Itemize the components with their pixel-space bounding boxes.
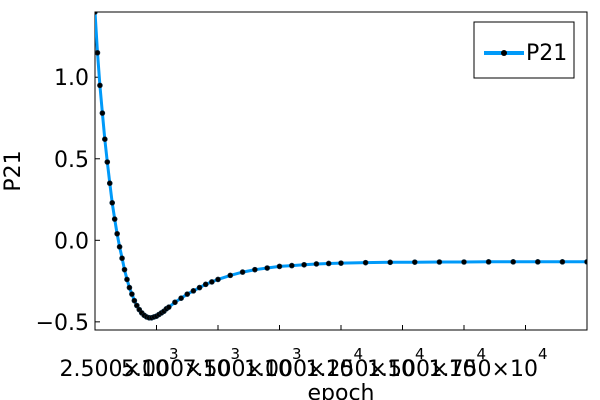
data-point (131, 297, 138, 304)
y-tick-label: 0.0 (54, 229, 89, 254)
data-point (436, 259, 443, 265)
data-point (95, 49, 101, 56)
x-tick-label: 7.500×103 (183, 345, 302, 382)
data-point (288, 262, 295, 269)
data-point (239, 269, 246, 275)
data-point (411, 259, 418, 265)
legend-label: P21 (526, 41, 567, 66)
legend-box (473, 21, 575, 79)
data-point (338, 260, 344, 266)
x-tick-label: 1.250×104 (306, 345, 425, 382)
y-tick-label: −0.5 (36, 311, 89, 336)
data-point (104, 159, 111, 165)
data-point (534, 259, 541, 265)
data-point (202, 281, 209, 288)
data-point (485, 259, 492, 265)
data-point (126, 284, 133, 291)
data-point (461, 259, 467, 265)
data-point (264, 265, 271, 271)
data-point (190, 288, 197, 294)
x-tick-label: 5.000×103 (121, 345, 240, 382)
data-point (166, 304, 172, 310)
data-point (97, 82, 103, 89)
data-point (559, 259, 566, 265)
data-point (387, 259, 394, 266)
data-point (184, 291, 191, 297)
data-point (584, 259, 587, 265)
y-tick-label: 1.0 (54, 66, 89, 91)
data-point (134, 302, 140, 309)
data-point (510, 259, 517, 265)
data-point (276, 263, 283, 270)
x-tick-label: 1.500×104 (367, 345, 486, 382)
plot-area (95, 12, 587, 321)
y-axis-label: P21 (1, 150, 26, 191)
data-point (109, 200, 116, 206)
data-point (106, 180, 113, 187)
data-point (119, 255, 125, 262)
data-point (227, 272, 234, 279)
data-point (121, 266, 128, 273)
legend-marker-swatch (501, 50, 507, 56)
data-point (209, 279, 215, 285)
data-point (95, 12, 98, 15)
y-tick-label: 0.5 (54, 148, 89, 173)
data-point (215, 276, 221, 283)
data-point (252, 266, 258, 273)
data-point (111, 216, 118, 222)
data-point (124, 276, 130, 283)
data-point (362, 259, 369, 266)
data-point (99, 110, 106, 116)
legend: P21 (473, 21, 575, 79)
data-point (313, 261, 320, 267)
x-axis-label: epoch (308, 381, 375, 400)
data-point (116, 244, 123, 250)
x-tick-label: 2.500×103 (60, 345, 179, 382)
data-point (325, 260, 332, 267)
x-tick-label: 1.000×104 (244, 345, 363, 382)
data-point (301, 261, 307, 268)
data-point (172, 299, 178, 306)
data-point (196, 284, 203, 291)
data-point (102, 136, 108, 142)
data-point (178, 295, 184, 302)
data-point (129, 291, 135, 297)
x-tick-label: 1.750×104 (429, 345, 548, 382)
y-axis-ticks: −0.5 0.0 0.5 1.0 (36, 66, 100, 336)
x-axis-ticks: 2.500×1035.000×1037.500×1031.000×1041.25… (60, 325, 548, 382)
data-point (114, 230, 120, 237)
